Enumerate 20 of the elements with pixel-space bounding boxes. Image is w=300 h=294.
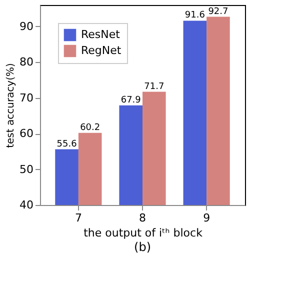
y-tick-label: 90 xyxy=(20,20,34,33)
y-tick-label: 80 xyxy=(20,56,34,69)
text: (b) xyxy=(134,240,151,254)
x-tick-label: 8 xyxy=(139,212,146,224)
legend-label: ResNet xyxy=(81,28,121,41)
y-tick-label: 50 xyxy=(20,162,34,176)
data-label: 91.6 xyxy=(184,10,206,21)
data-label: 92.7 xyxy=(208,6,228,17)
y-tick-label: 40 xyxy=(20,198,34,212)
data-label: 67.9 xyxy=(120,95,142,106)
x-axis-title: the output of iᵗʰ block xyxy=(84,226,204,240)
legend-label: RegNet xyxy=(81,44,122,57)
y-tick-label: 70 xyxy=(20,91,34,104)
data-label: 60.2 xyxy=(80,122,100,133)
x-tick-label: 9 xyxy=(203,212,210,224)
y-axis-title: test accuracy(%) xyxy=(6,63,17,148)
x-tick-label: 7 xyxy=(74,212,82,224)
data-label: 55.6 xyxy=(56,139,78,150)
y-tick-label: 60 xyxy=(20,127,34,140)
data-label: 71.7 xyxy=(144,82,164,92)
